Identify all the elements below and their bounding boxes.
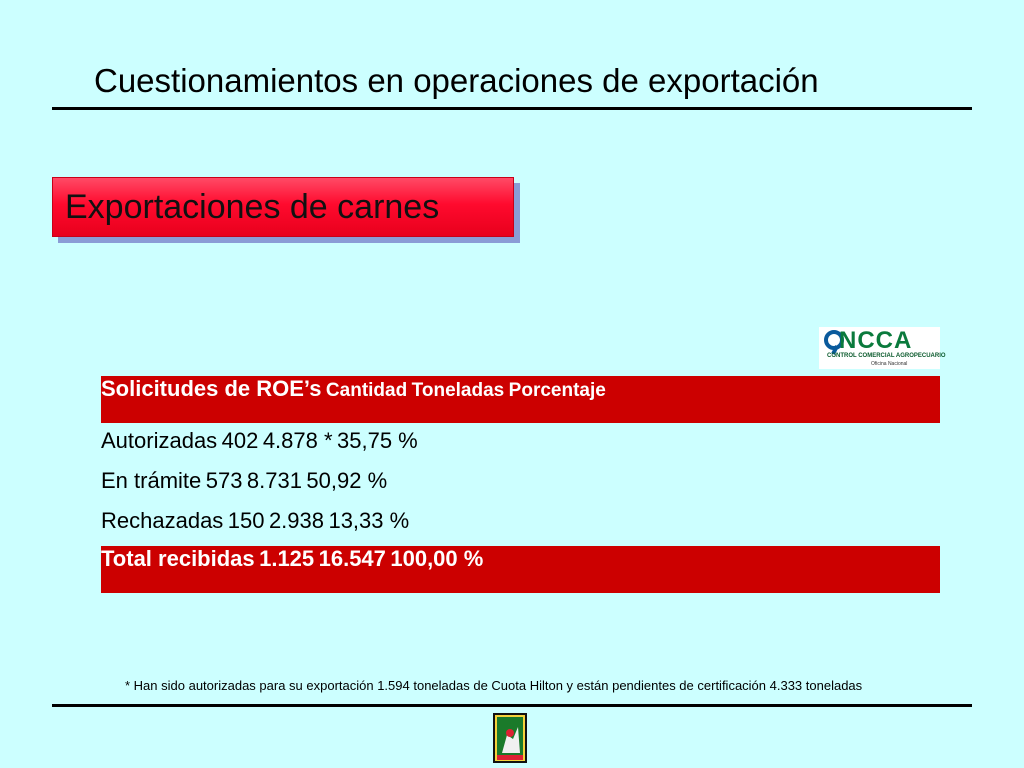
slide-title: Cuestionamientos en operaciones de expor… [94,62,819,99]
row-label: Rechazadas [101,508,224,533]
row-cantidad: 150 [227,508,265,533]
row-label: Autorizadas [101,428,218,453]
table-total-row: Total recibidas 1.125 16.547 100,00 % [101,546,940,593]
row-toneladas: 4.878 * [262,428,333,453]
magnifier-icon [824,330,844,355]
row-toneladas: 8.731 [246,468,302,493]
row-porcentaje: 35,75 % [337,428,418,453]
table-row: En trámite 573 8.731 50,92 % [101,468,940,508]
row-label: En trámite [101,468,202,493]
footnote: * Han sido autorizadas para su exportaci… [125,678,863,693]
title-underline [52,107,972,110]
header-cantidad: Cantidad [325,380,408,401]
header-porcentaje: Porcentaje [508,380,606,401]
total-label: Total recibidas [101,546,255,571]
row-toneladas: 2.938 [268,508,324,533]
total-porcentaje: 100,00 % [390,546,484,571]
footer-rule [52,704,972,707]
row-cantidad: 402 [221,428,259,453]
header-toneladas: Toneladas [411,380,505,401]
row-cantidad: 573 [205,468,243,493]
row-porcentaje: 13,33 % [328,508,410,533]
table-row: Autorizadas 402 4.878 * 35,75 % [101,428,940,468]
province-emblem-icon [493,713,527,763]
table-row: Rechazadas 150 2.938 13,33 % [101,508,940,548]
header-solicitudes: Solicitudes de ROE’s [101,376,322,401]
total-toneladas: 16.547 [318,546,386,571]
logo-subtitle: CONTROL COMERCIAL AGROPECUARIO [827,353,946,359]
section-label: Exportaciones de carnes [65,188,440,226]
section-label-box: Exportaciones de carnes [52,177,514,237]
logo-office: Oficina Nacional [871,361,908,367]
row-porcentaje: 50,92 % [306,468,388,493]
table-header-row: Solicitudes de ROE’s Cantidad Toneladas … [101,376,940,423]
logo-brand: NCCA [839,327,913,354]
total-cantidad: 1.125 [259,546,315,571]
oncca-logo: NCCA CONTROL COMERCIAL AGROPECUARIO Ofic… [819,327,946,369]
